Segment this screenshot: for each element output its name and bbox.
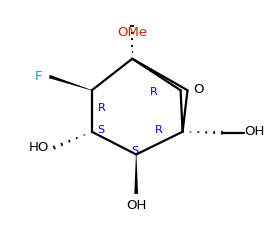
Text: S: S	[131, 146, 138, 155]
Text: R: R	[155, 125, 163, 135]
Polygon shape	[49, 75, 92, 91]
Text: F: F	[35, 70, 43, 83]
Text: S: S	[98, 125, 105, 135]
Text: O: O	[193, 83, 204, 96]
Text: OH: OH	[126, 199, 146, 212]
Text: OH: OH	[245, 125, 265, 138]
Text: R: R	[150, 87, 158, 97]
Polygon shape	[134, 154, 138, 194]
Text: HO: HO	[29, 141, 49, 154]
Text: R: R	[98, 103, 105, 113]
Text: OMe: OMe	[117, 26, 147, 39]
